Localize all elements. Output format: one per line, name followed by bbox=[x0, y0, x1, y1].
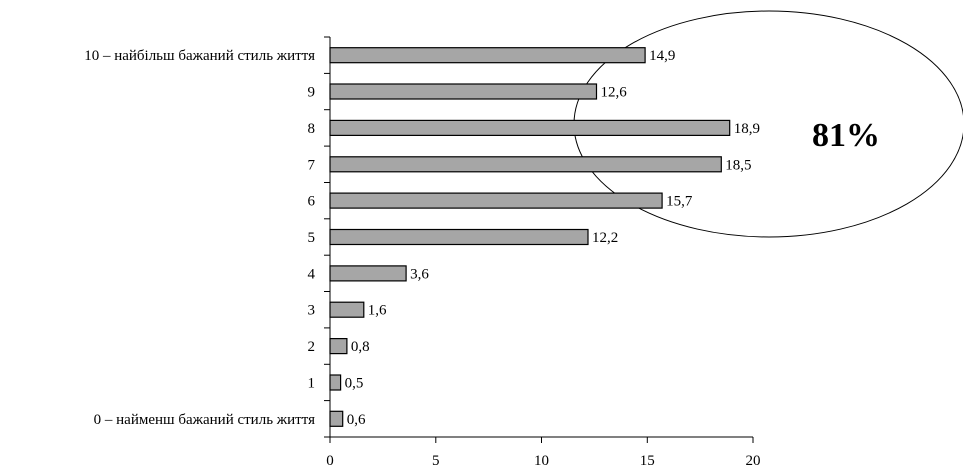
value-label-8: 0,8 bbox=[351, 339, 370, 355]
bar-5 bbox=[329, 228, 589, 246]
value-label-6: 3,6 bbox=[410, 266, 429, 282]
category-label-9: 1 bbox=[308, 376, 316, 392]
x-tick-label-3: 15 bbox=[640, 453, 655, 469]
category-label-1: 9 bbox=[308, 85, 316, 101]
value-label-5: 12,2 bbox=[592, 230, 618, 246]
bar-10 bbox=[329, 410, 344, 427]
bar-2 bbox=[329, 119, 731, 137]
x-tick-label-1: 5 bbox=[432, 453, 440, 469]
category-label-6: 4 bbox=[308, 266, 316, 282]
bar-1 bbox=[329, 83, 598, 100]
value-label-9: 0,5 bbox=[345, 376, 364, 392]
x-tick-label-4: 20 bbox=[746, 453, 761, 469]
category-label-4: 6 bbox=[308, 194, 316, 210]
bar-8 bbox=[329, 338, 348, 355]
bar-9 bbox=[329, 374, 342, 391]
value-label-4: 15,7 bbox=[666, 194, 693, 210]
value-label-1: 12,6 bbox=[601, 85, 628, 101]
bar-4 bbox=[329, 192, 663, 209]
x-tick-label-2: 10 bbox=[534, 453, 549, 469]
category-label-5: 5 bbox=[308, 230, 316, 246]
category-label-2: 8 bbox=[308, 121, 316, 137]
bar-3 bbox=[329, 156, 722, 173]
category-label-3: 7 bbox=[308, 157, 316, 173]
category-label-0: 10 – найбільш бажаний стиль життя bbox=[84, 48, 315, 64]
value-label-7: 1,6 bbox=[368, 303, 387, 319]
bars-group: 14,9 12,6 18,9 18,5 15,7 12,2 3,6 1,6 0,8 0,5 0,6 bbox=[329, 47, 760, 428]
category-label-8: 2 bbox=[308, 339, 316, 355]
callout-group: 81% bbox=[573, 10, 963, 238]
bar-0 bbox=[329, 47, 646, 64]
value-label-3: 18,5 bbox=[725, 157, 751, 173]
value-label-0: 14,9 bbox=[649, 48, 675, 64]
bar-6 bbox=[329, 265, 407, 282]
callout-text: 81% bbox=[812, 117, 880, 154]
category-label-7: 3 bbox=[308, 303, 316, 319]
category-label-10: 0 – найменш бажаний стиль життя bbox=[94, 412, 315, 428]
value-label-10: 0,6 bbox=[347, 412, 366, 428]
bar-7 bbox=[329, 301, 365, 318]
value-label-2: 18,9 bbox=[734, 121, 760, 137]
axes-group: 10 – найбільш бажаний стиль життя 9 8 7 6 5 4 3… bbox=[84, 36, 761, 469]
x-tick-label-0: 0 bbox=[326, 453, 334, 469]
